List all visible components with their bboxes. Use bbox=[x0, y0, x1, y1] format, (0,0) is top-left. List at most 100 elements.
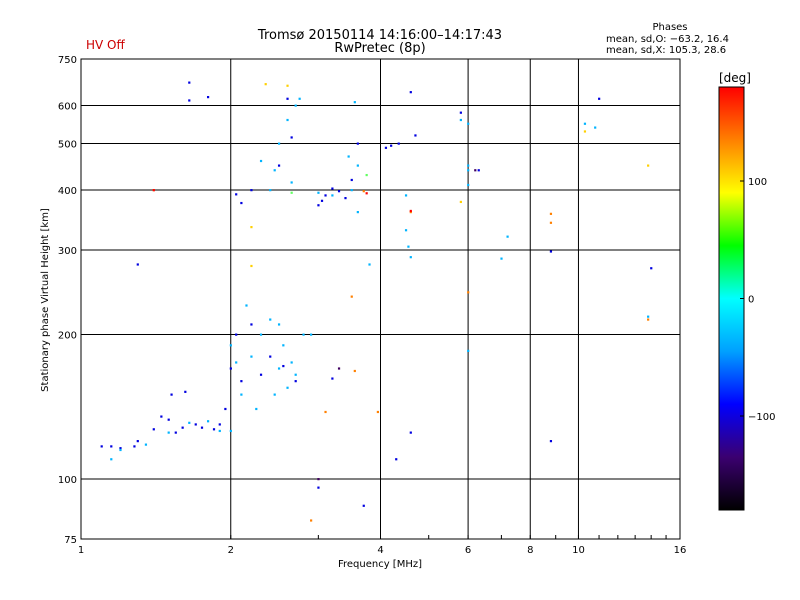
grid-lines bbox=[81, 59, 680, 539]
data-point bbox=[298, 97, 301, 100]
y-tick-label: 400 bbox=[58, 186, 77, 197]
data-point bbox=[206, 96, 210, 99]
data-point bbox=[240, 380, 243, 383]
data-point bbox=[277, 367, 281, 370]
data-point bbox=[549, 250, 553, 253]
data-point bbox=[356, 142, 359, 145]
data-point bbox=[273, 393, 276, 396]
data-point bbox=[286, 386, 289, 389]
data-point bbox=[282, 344, 285, 347]
data-point bbox=[365, 173, 368, 177]
data-point bbox=[317, 204, 320, 207]
x-axis-ticks: 1 2 4 6 8 10 16 bbox=[78, 535, 687, 556]
data-point bbox=[269, 189, 272, 192]
data-point bbox=[235, 361, 238, 364]
data-point bbox=[376, 410, 379, 414]
colorbar-tick-label: 0 bbox=[748, 295, 754, 306]
data-point bbox=[331, 187, 334, 190]
data-point bbox=[294, 373, 297, 376]
data-point bbox=[594, 126, 597, 129]
data-point bbox=[174, 431, 177, 434]
data-point bbox=[368, 263, 371, 266]
data-point bbox=[286, 97, 289, 100]
data-point bbox=[286, 84, 289, 87]
data-point bbox=[184, 390, 187, 393]
data-point bbox=[317, 486, 320, 489]
data-point bbox=[317, 478, 320, 481]
data-point bbox=[347, 155, 350, 158]
data-point bbox=[160, 415, 163, 418]
data-point bbox=[459, 111, 462, 114]
data-point bbox=[188, 81, 191, 84]
y-tick-label: 750 bbox=[58, 55, 77, 66]
data-point bbox=[409, 256, 412, 259]
x-tick-label: 4 bbox=[377, 545, 383, 556]
data-point bbox=[320, 199, 324, 202]
x-tick-label: 2 bbox=[228, 545, 234, 556]
data-point bbox=[235, 193, 238, 196]
data-points bbox=[100, 81, 653, 522]
data-point bbox=[384, 146, 388, 149]
data-point bbox=[240, 201, 243, 205]
data-point bbox=[390, 144, 393, 147]
data-point bbox=[194, 423, 197, 426]
data-point bbox=[229, 344, 232, 347]
data-point bbox=[269, 318, 272, 321]
data-point bbox=[259, 373, 263, 376]
data-point bbox=[583, 130, 587, 133]
data-point bbox=[255, 407, 258, 411]
data-point bbox=[277, 323, 281, 326]
x-tick-label: 16 bbox=[674, 545, 687, 556]
data-point bbox=[467, 169, 470, 172]
data-point bbox=[395, 458, 398, 461]
data-point bbox=[264, 83, 267, 86]
data-point bbox=[356, 164, 359, 167]
data-point bbox=[598, 97, 601, 100]
data-point bbox=[250, 355, 253, 358]
data-point bbox=[467, 291, 470, 294]
data-point bbox=[344, 197, 347, 200]
data-point bbox=[350, 189, 353, 192]
data-point bbox=[250, 189, 253, 192]
data-point bbox=[290, 361, 293, 364]
data-point bbox=[133, 445, 136, 448]
data-point bbox=[290, 181, 293, 184]
data-point bbox=[459, 118, 462, 122]
data-point bbox=[188, 421, 191, 424]
data-point bbox=[229, 429, 232, 433]
data-point bbox=[259, 159, 263, 163]
data-point bbox=[273, 169, 276, 172]
colorbar-label: [deg] bbox=[719, 71, 751, 85]
data-point bbox=[353, 369, 356, 373]
data-point bbox=[467, 164, 470, 167]
data-point bbox=[259, 333, 263, 336]
data-point bbox=[302, 333, 305, 336]
data-point bbox=[188, 99, 191, 102]
data-point bbox=[229, 367, 232, 370]
data-point bbox=[409, 431, 412, 434]
x-tick-label: 8 bbox=[527, 545, 533, 556]
data-point bbox=[290, 136, 293, 139]
y-tick-label: 600 bbox=[58, 102, 77, 113]
x-tick-label: 10 bbox=[572, 545, 585, 556]
data-point bbox=[650, 267, 653, 270]
data-point bbox=[459, 200, 462, 204]
data-point bbox=[224, 407, 227, 411]
data-point bbox=[397, 142, 400, 145]
data-point bbox=[549, 221, 553, 224]
data-point bbox=[409, 209, 412, 213]
data-point bbox=[200, 426, 204, 429]
data-point bbox=[477, 169, 480, 172]
data-point bbox=[277, 164, 281, 167]
data-point bbox=[294, 104, 297, 107]
data-point bbox=[404, 229, 408, 232]
data-point bbox=[250, 264, 253, 268]
data-point bbox=[583, 122, 587, 125]
data-point bbox=[337, 190, 341, 193]
data-point bbox=[240, 393, 243, 396]
data-point bbox=[119, 448, 122, 452]
data-point bbox=[212, 428, 216, 431]
x-tick-label: 1 bbox=[78, 545, 84, 556]
data-point bbox=[506, 235, 509, 238]
